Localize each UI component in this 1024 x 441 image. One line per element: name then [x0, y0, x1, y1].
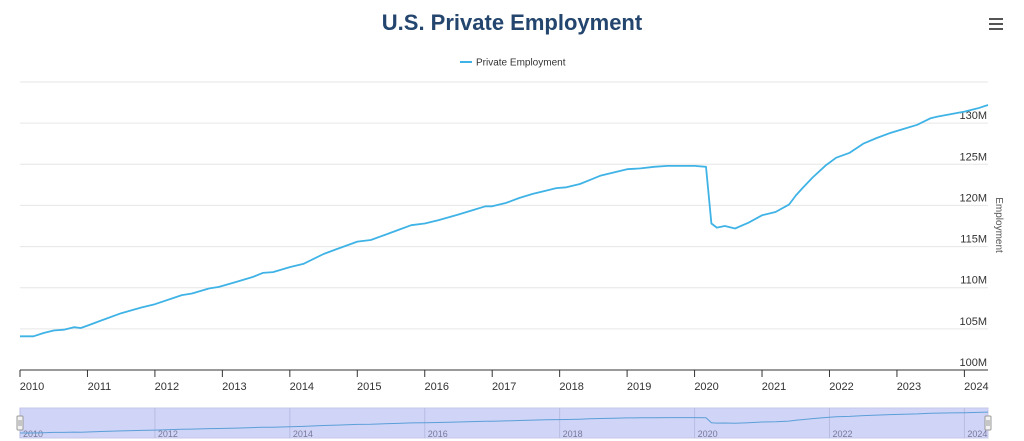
y-tick-label: 125M	[959, 151, 987, 163]
y-tick-label: 105M	[959, 316, 987, 328]
legend-label: Private Employment	[476, 58, 566, 69]
y-tick-label: 100M	[959, 357, 987, 369]
navigator-tick-label: 2020	[698, 429, 718, 439]
navigator-handle-left[interactable]	[16, 415, 24, 431]
series-line-private-employment[interactable]	[20, 104, 989, 338]
y-tick-label: 130M	[959, 110, 987, 122]
x-tick-label: 2012	[155, 381, 179, 393]
navigator-tick-label: 2022	[832, 429, 852, 439]
chart-menu-button[interactable]	[984, 14, 1008, 34]
y-tick-label: 115M	[960, 234, 987, 246]
x-tick-label: 2018	[559, 381, 583, 393]
y-axis: 100M 105M 110M 115M 120M 125M 130M	[959, 110, 987, 369]
x-tick-label: 2023	[897, 381, 921, 393]
navigator-axis: 2010 2012 2014 2016 2018 2020 2022 2024	[19, 408, 987, 439]
x-tick-label: 2010	[20, 381, 44, 393]
navigator[interactable]: 2010 2012 2014 2016 2018 2020 2022 2024	[16, 407, 992, 439]
x-tick-label: 2014	[290, 381, 314, 393]
navigator-series	[20, 411, 989, 434]
x-tick-label: 2024	[964, 381, 988, 393]
x-tick-label: 2021	[762, 381, 786, 393]
x-tick-label: 2016	[424, 381, 448, 393]
navigator-tick-label: 2018	[563, 429, 583, 439]
x-tick-label: 2017	[492, 381, 516, 393]
navigator-tick-label: 2024	[967, 429, 987, 439]
legend[interactable]: Private Employment	[460, 58, 566, 69]
x-axis: 2010 2011 2012 2013 2014 2015 2016 2017 2018 2019…	[19, 369, 989, 393]
navigator-tick-label: 2012	[158, 429, 178, 439]
navigator-series-line	[20, 411, 989, 434]
navigator-tick-label: 2016	[428, 429, 448, 439]
y-tick-label: 110M	[960, 275, 987, 287]
x-tick-label: 2015	[357, 381, 381, 393]
x-tick-label: 2013	[222, 381, 246, 393]
navigator-tick-label: 2014	[293, 429, 313, 439]
series-layer	[20, 104, 989, 338]
navigator-tick-label: 2010	[23, 429, 43, 439]
chart-title: U.S. Private Employment	[381, 10, 643, 35]
navigator-handle-right[interactable]	[984, 415, 992, 431]
navigator-selection[interactable]	[19, 407, 989, 439]
x-tick-label: 2022	[829, 381, 853, 393]
grid	[20, 81, 988, 330]
x-tick-label: 2020	[694, 381, 718, 393]
y-axis-title: Employment	[993, 197, 1004, 253]
hamburger-menu-icon	[989, 18, 1003, 30]
y-tick-label: 120M	[959, 192, 987, 204]
x-tick-label: 2019	[627, 381, 651, 393]
x-tick-label: 2011	[88, 381, 112, 393]
